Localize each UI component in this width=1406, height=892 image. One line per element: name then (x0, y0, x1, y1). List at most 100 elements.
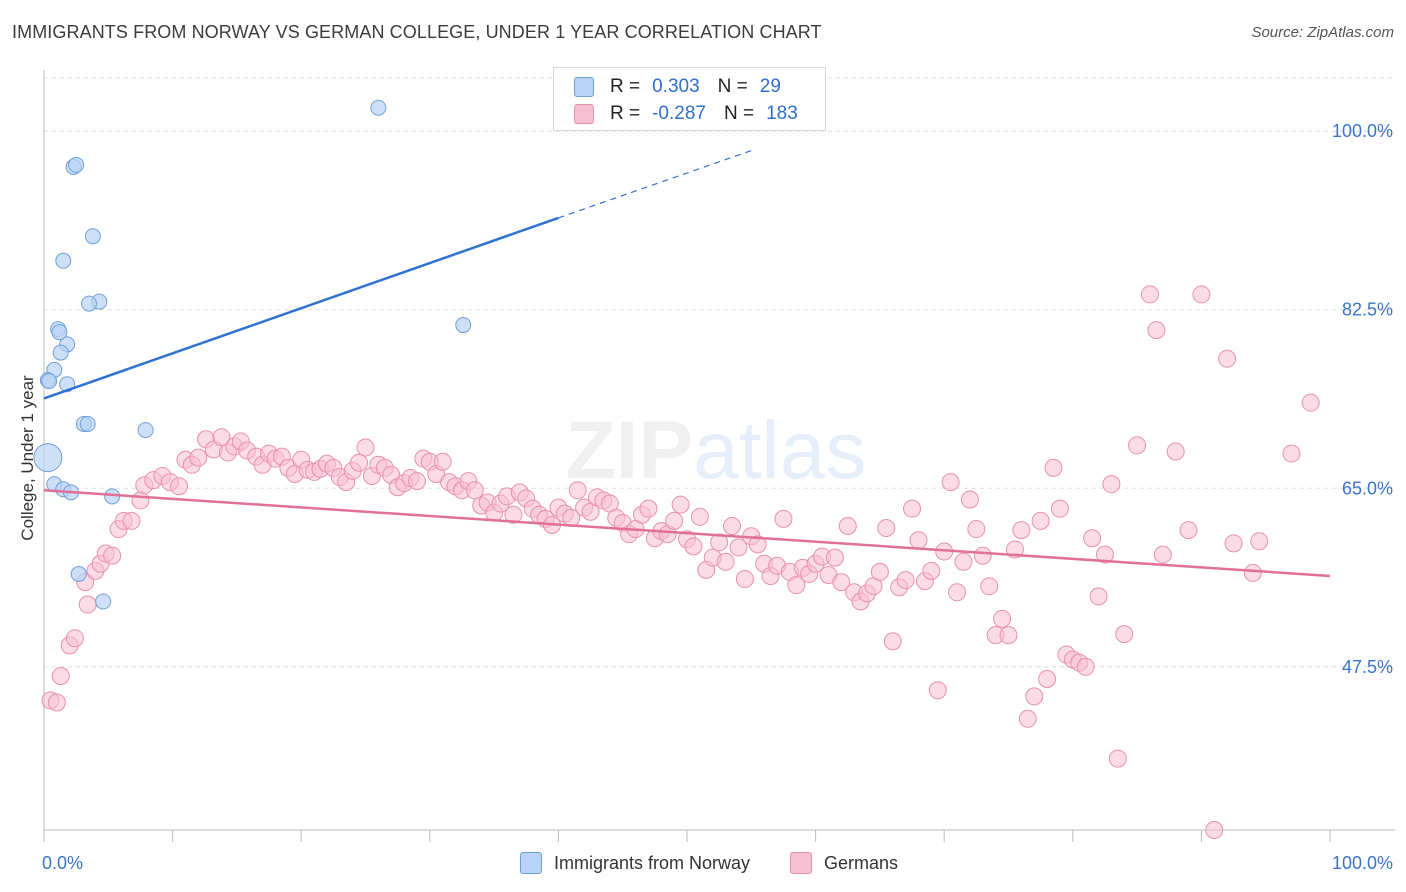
german-point (1243, 563, 1262, 582)
german-point (1012, 521, 1031, 540)
legend-r-value: -0.287 (652, 103, 706, 124)
source-label: Source: ZipAtlas.com (1251, 24, 1394, 41)
german-point (883, 632, 902, 651)
legend-n-label: N = (717, 76, 748, 97)
german-point (922, 561, 941, 580)
german-point (748, 535, 767, 554)
german-point (1031, 511, 1050, 530)
german-point (928, 681, 947, 700)
german-point (1218, 349, 1237, 368)
german-point (1153, 545, 1172, 564)
german-point (65, 629, 84, 648)
german-point (350, 453, 369, 472)
legend-n-label: N = (723, 103, 755, 124)
legend-r-label: R = (610, 103, 641, 124)
german-point (903, 499, 922, 518)
german-point (877, 519, 896, 538)
norway-point (51, 324, 68, 341)
bottom-legend: Immigrants from Norway Germans (520, 852, 938, 874)
german-point (103, 546, 122, 565)
norway-point (79, 415, 96, 432)
norway-points (33, 99, 472, 610)
german-point (690, 507, 709, 526)
y-tick-label: 82.5% (1342, 300, 1393, 320)
german-point (433, 452, 452, 471)
norway-point (70, 565, 87, 582)
y-tick-labels: 47.5% 65.0% 82.5% 100.0% (1332, 121, 1393, 677)
german-point (1044, 458, 1063, 477)
bottom-swatch-norway (520, 852, 542, 874)
german-point (170, 477, 189, 496)
german-point (671, 495, 690, 514)
german-point (1018, 709, 1037, 728)
german-point (774, 509, 793, 528)
bottom-swatch-germans (790, 852, 813, 874)
german-point (993, 609, 1012, 628)
german-point (1301, 393, 1320, 412)
german-point (1095, 545, 1114, 564)
german-point (1147, 321, 1166, 340)
german-points (41, 285, 1320, 839)
german-point (212, 428, 231, 447)
german-point (465, 481, 484, 500)
german-point (1140, 285, 1159, 304)
legend-n-value: 29 (759, 76, 781, 97)
norway-point (84, 228, 101, 245)
german-point (832, 573, 851, 592)
german-point (1076, 657, 1095, 676)
legend-box: R = 0.303 N = 29 R = -0.287 N = 183 (553, 67, 826, 131)
german-point (131, 491, 150, 510)
german-point (1050, 499, 1069, 518)
german-point (1128, 436, 1147, 455)
x-tick-label: 100.0% (1332, 853, 1393, 873)
german-point (665, 511, 684, 530)
german-point (1282, 444, 1301, 463)
german-point (1089, 587, 1108, 606)
german-point (47, 693, 66, 712)
german-point (980, 577, 999, 596)
norway-trend-line (43, 216, 559, 400)
german-point (568, 481, 587, 500)
norway-point (41, 373, 58, 390)
y-tick-label: 65.0% (1342, 478, 1393, 498)
german-point (723, 517, 742, 535)
german-point (356, 438, 375, 457)
chart-title: IMMIGRANTS FROM NORWAY VS GERMAN COLLEGE… (12, 22, 822, 42)
german-point (870, 562, 889, 581)
german-point (787, 576, 806, 595)
norway-point (81, 295, 98, 312)
german-point (1166, 442, 1185, 461)
german-point (716, 552, 735, 571)
german-point (122, 511, 141, 530)
bottom-legend-germans: Germans (790, 852, 898, 874)
legend-n-value: 183 (766, 103, 798, 124)
german-point (1192, 285, 1211, 304)
german-point (1179, 521, 1198, 540)
german-point (1250, 532, 1269, 551)
legend-row-germans: R = -0.287 N = 183 (574, 101, 798, 127)
german-point (729, 538, 748, 557)
german-point (838, 517, 857, 535)
legend-row-norway: R = 0.303 N = 29 (574, 74, 781, 100)
german-point (1224, 534, 1243, 553)
german-point (1115, 625, 1134, 644)
legend-r-value: 0.303 (652, 76, 700, 97)
norway-point (68, 156, 85, 173)
norway-point (455, 317, 472, 334)
german-point (1102, 475, 1121, 494)
y-tick-label: 100.0% (1332, 121, 1393, 141)
german-point (896, 571, 915, 590)
watermark: ZIPatlas (566, 405, 867, 496)
german-point (825, 548, 844, 567)
german-point (407, 472, 426, 491)
bottom-legend-norway-label: Immigrants from Norway (554, 852, 751, 873)
norway-point (137, 422, 154, 439)
german-point (909, 531, 928, 550)
german-point (1205, 821, 1224, 839)
norway-trend-extension (558, 150, 752, 219)
y-axis-label: College, Under 1 year (18, 375, 37, 541)
german-point (1108, 749, 1127, 768)
german-point (51, 666, 70, 685)
bottom-legend-germans-label: Germans (824, 852, 899, 873)
german-point (684, 537, 703, 556)
